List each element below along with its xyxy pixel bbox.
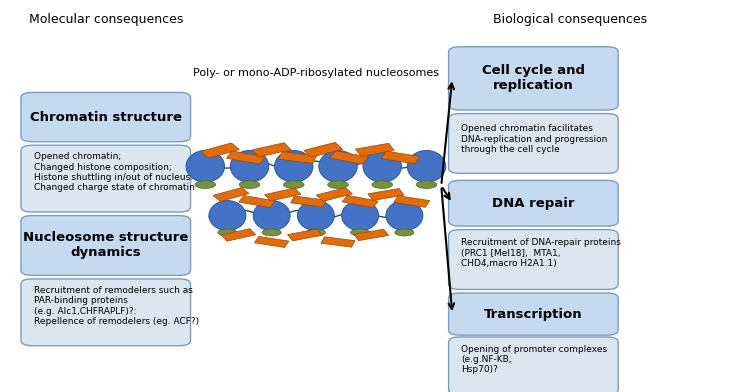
Polygon shape	[329, 151, 368, 164]
Ellipse shape	[195, 181, 215, 189]
Text: Opening of promoter complexes
(e.g.NF-KB,
Hsp70)?: Opening of promoter complexes (e.g.NF-KB…	[461, 345, 608, 374]
Polygon shape	[321, 237, 356, 247]
Ellipse shape	[262, 229, 281, 236]
Ellipse shape	[350, 229, 370, 236]
Ellipse shape	[407, 151, 446, 182]
Ellipse shape	[363, 151, 401, 182]
Text: Cell cycle and
replication: Cell cycle and replication	[482, 64, 585, 93]
Polygon shape	[368, 189, 404, 200]
Ellipse shape	[394, 229, 414, 236]
Ellipse shape	[386, 201, 423, 230]
Ellipse shape	[319, 151, 357, 182]
Ellipse shape	[186, 151, 224, 182]
Text: Recruitment of DNA-repair proteins
(PRC1 [Mel18],  MTA1,
CHD4,macro H2A1.1): Recruitment of DNA-repair proteins (PRC1…	[461, 238, 621, 268]
Polygon shape	[354, 229, 388, 241]
Ellipse shape	[209, 201, 246, 230]
Polygon shape	[238, 196, 275, 207]
Polygon shape	[278, 152, 316, 163]
FancyBboxPatch shape	[21, 145, 190, 212]
FancyBboxPatch shape	[448, 114, 618, 173]
Polygon shape	[342, 195, 378, 208]
Polygon shape	[201, 143, 239, 158]
Ellipse shape	[284, 181, 304, 189]
FancyBboxPatch shape	[448, 230, 618, 289]
Polygon shape	[316, 188, 352, 201]
Text: DNA repair: DNA repair	[492, 197, 574, 210]
Text: Recruitment of remodelers such as
PAR-binding proteins
(e.g. Alc1,CHFRAPLF)?:
Re: Recruitment of remodelers such as PAR-bi…	[34, 286, 200, 326]
Ellipse shape	[254, 201, 290, 230]
Polygon shape	[213, 187, 249, 201]
FancyBboxPatch shape	[21, 279, 190, 346]
Ellipse shape	[274, 151, 313, 182]
Ellipse shape	[328, 181, 348, 189]
Text: Opened chromatin facilitates
DNA-replication and progression
through the cell cy: Opened chromatin facilitates DNA-replica…	[461, 124, 608, 154]
Polygon shape	[381, 151, 420, 164]
Ellipse shape	[416, 181, 436, 189]
Polygon shape	[394, 196, 430, 207]
Text: Transcription: Transcription	[484, 308, 583, 321]
Text: Opened chromatin;
Changed histone composition;
Histone shuttling in/out of nucle: Opened chromatin; Changed histone compos…	[34, 152, 195, 192]
FancyBboxPatch shape	[448, 293, 618, 335]
Text: Chromatin structure: Chromatin structure	[30, 111, 182, 123]
Polygon shape	[290, 196, 326, 207]
FancyBboxPatch shape	[21, 93, 190, 142]
Ellipse shape	[239, 181, 260, 189]
Text: Molecular consequences: Molecular consequences	[28, 13, 183, 26]
Text: Nucleosome structure
dynamics: Nucleosome structure dynamics	[23, 231, 188, 260]
Ellipse shape	[306, 229, 326, 236]
Polygon shape	[356, 143, 395, 156]
Polygon shape	[287, 229, 322, 241]
Ellipse shape	[342, 201, 379, 230]
FancyBboxPatch shape	[448, 47, 618, 110]
Ellipse shape	[230, 151, 268, 182]
FancyBboxPatch shape	[21, 216, 190, 275]
Ellipse shape	[372, 181, 392, 189]
Polygon shape	[304, 142, 343, 157]
Ellipse shape	[298, 201, 334, 230]
Text: Poly- or mono-ADP-ribosylated nucleosomes: Poly- or mono-ADP-ribosylated nucleosome…	[193, 68, 439, 78]
Polygon shape	[265, 188, 301, 201]
Polygon shape	[254, 236, 289, 247]
Polygon shape	[252, 143, 291, 157]
Text: Biological consequences: Biological consequences	[494, 13, 647, 26]
Ellipse shape	[217, 229, 237, 236]
FancyBboxPatch shape	[448, 337, 618, 392]
FancyBboxPatch shape	[448, 180, 618, 226]
Polygon shape	[221, 229, 256, 241]
Polygon shape	[226, 151, 266, 164]
